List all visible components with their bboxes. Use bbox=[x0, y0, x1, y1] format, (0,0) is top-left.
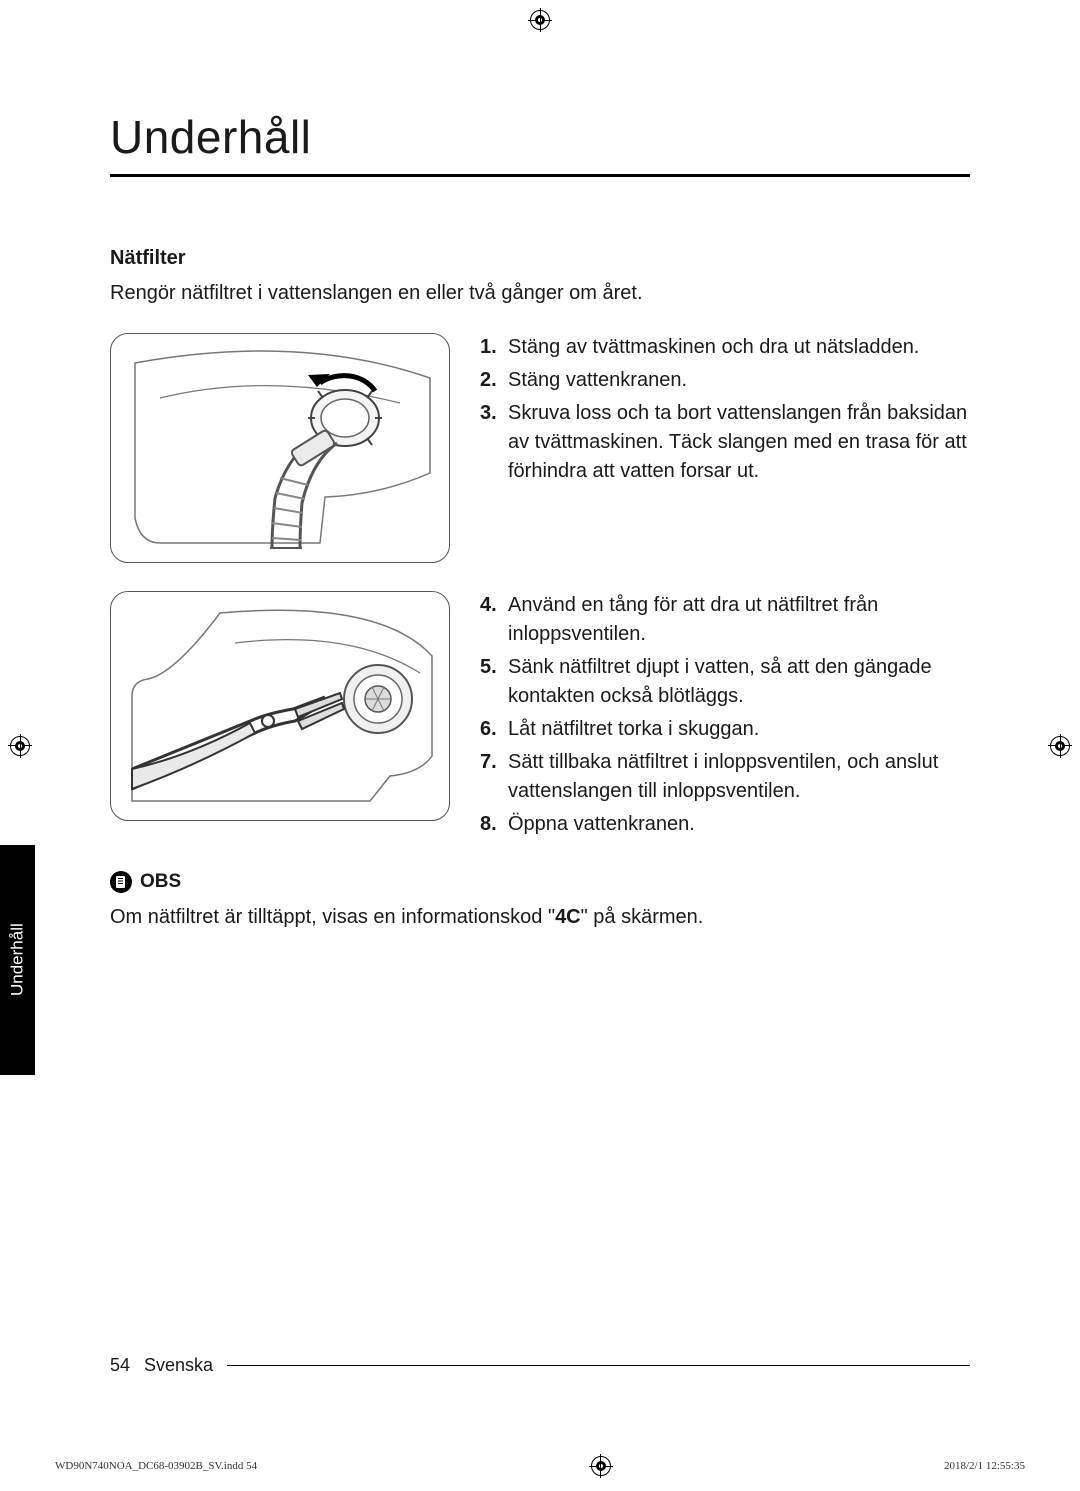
illustration-pliers-filter bbox=[110, 591, 450, 821]
registration-mark-left bbox=[10, 736, 30, 756]
step-text: Låt nätfiltret torka i skuggan. bbox=[508, 715, 759, 744]
step-text: Använd en tång för att dra ut nätfiltret… bbox=[508, 591, 970, 649]
note-text: Om nätfiltret är tilltäppt, visas en inf… bbox=[110, 903, 970, 931]
step-item: Skruva loss och ta bort vattenslangen fr… bbox=[480, 399, 970, 486]
note-icon bbox=[110, 871, 132, 893]
footer-rule bbox=[227, 1365, 970, 1366]
step-item: Låt nätfiltret torka i skuggan. bbox=[480, 715, 970, 744]
step-item: Stäng vattenkranen. bbox=[480, 366, 970, 395]
page-footer: 54 Svenska bbox=[110, 1355, 970, 1376]
steps-list-2: Använd en tång för att dra ut nätfiltret… bbox=[480, 591, 970, 843]
side-tab: Underhåll bbox=[0, 845, 35, 1075]
note-text-pre: Om nätfiltret är tilltäppt, visas en inf… bbox=[110, 906, 555, 928]
instruction-block-1: Stäng av tvättmaskinen och dra ut nätsla… bbox=[110, 333, 970, 563]
section-heading: Nätfilter bbox=[110, 247, 970, 270]
slug-date: 2018/2/1 12:55:35 bbox=[944, 1460, 1025, 1472]
step-item: Sätt tillbaka nätfiltret i inloppsventil… bbox=[480, 748, 970, 806]
step-text: Öppna vattenkranen. bbox=[508, 810, 695, 839]
registration-mark-bottom bbox=[591, 1456, 611, 1476]
page-number: 54 bbox=[110, 1355, 130, 1376]
slug-file: WD90N740NOA_DC68-03902B_SV.indd 54 bbox=[55, 1460, 257, 1472]
section-intro: Rengör nätfiltret i vattenslangen en ell… bbox=[110, 282, 970, 305]
step-text: Skruva loss och ta bort vattenslangen fr… bbox=[508, 399, 970, 486]
step-text: Stäng av tvättmaskinen och dra ut nätsla… bbox=[508, 333, 919, 362]
step-text: Sätt tillbaka nätfiltret i inloppsventil… bbox=[508, 748, 970, 806]
page-language: Svenska bbox=[144, 1355, 213, 1376]
step-item: Stäng av tvättmaskinen och dra ut nätsla… bbox=[480, 333, 970, 362]
step-item: Öppna vattenkranen. bbox=[480, 810, 970, 839]
step-text: Sänk nätfiltret djupt i vatten, så att d… bbox=[508, 653, 970, 711]
slug-line: WD90N740NOA_DC68-03902B_SV.indd 54 2018/… bbox=[55, 1456, 1025, 1476]
steps-list-1: Stäng av tvättmaskinen och dra ut nätsla… bbox=[480, 333, 970, 490]
page-title: Underhåll bbox=[110, 110, 970, 177]
step-item: Sänk nätfiltret djupt i vatten, så att d… bbox=[480, 653, 970, 711]
step-item: Använd en tång för att dra ut nätfiltret… bbox=[480, 591, 970, 649]
illustration-hose-unscrew bbox=[110, 333, 450, 563]
step-text: Stäng vattenkranen. bbox=[508, 366, 687, 395]
registration-mark-top bbox=[530, 10, 550, 30]
instruction-block-2: Använd en tång för att dra ut nätfiltret… bbox=[110, 591, 970, 843]
note-text-post: " på skärmen. bbox=[581, 906, 704, 928]
note-code: 4C bbox=[555, 906, 581, 928]
note-block: OBS Om nätfiltret är tilltäppt, visas en… bbox=[110, 871, 970, 931]
registration-mark-right bbox=[1050, 736, 1070, 756]
note-label: OBS bbox=[140, 871, 181, 893]
